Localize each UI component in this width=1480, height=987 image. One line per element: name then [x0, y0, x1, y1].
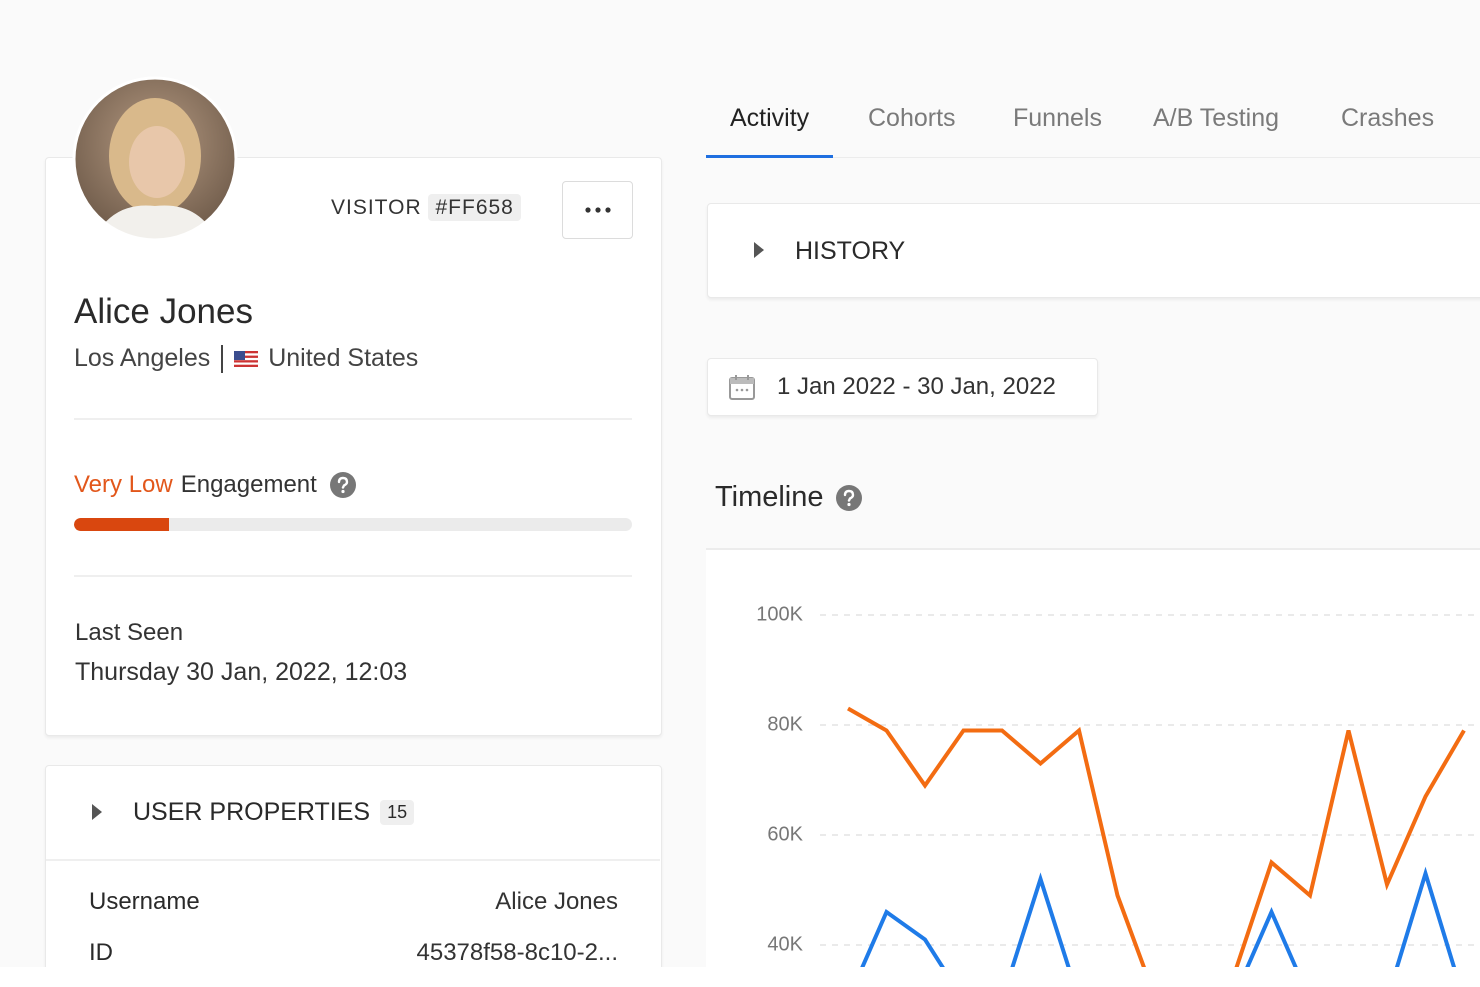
y-tick-label: 60K [767, 823, 803, 845]
timeline-chart: 40K 60K 80K 100K [706, 550, 1480, 967]
date-range: 1 Jan 2022 - 30 Jan, 2022 [777, 373, 1056, 400]
plot [847, 706, 1466, 967]
date-range-button[interactable]: 1 Jan 2022 - 30 Jan, 2022 [707, 358, 1098, 416]
city: Los Angeles [74, 344, 211, 372]
profile-card [45, 157, 662, 736]
divider [46, 859, 660, 861]
more-button[interactable] [562, 181, 633, 239]
help-icon[interactable] [329, 471, 357, 499]
timeline-header: Timeline [715, 481, 863, 514]
user-name: Alice Jones [74, 292, 253, 331]
tab-underline [706, 155, 833, 158]
tab[interactable]: Funnels [1013, 104, 1102, 132]
separator [221, 344, 224, 373]
last-seen-label: Last Seen [75, 619, 184, 646]
engagement-fill [74, 518, 169, 531]
history-title: HISTORY [795, 237, 906, 265]
tabs-divider [706, 157, 1480, 158]
help-icon[interactable] [835, 484, 863, 512]
app: VISITOR #FF658 Alice Jones Los Angeles U… [45, 76, 1480, 967]
tab[interactable]: Activity [730, 104, 810, 132]
y-tick-label: 40K [767, 933, 803, 955]
user-properties-title: USER PROPERTIES [133, 798, 371, 826]
y-tick-label: 100K [756, 603, 803, 625]
property-value: Alice Jones [495, 888, 618, 915]
engagement: Very Low Engagement [74, 471, 357, 499]
tab[interactable]: A/B Testing [1153, 104, 1280, 132]
flag [234, 350, 259, 367]
calendar-icon [729, 375, 755, 400]
engagement-label: Engagement [180, 471, 317, 498]
user-properties-card [45, 765, 662, 967]
expand-arrow [754, 242, 764, 258]
divider [706, 548, 1480, 550]
avatar [72, 76, 238, 242]
engagement-level: Very Low [74, 471, 173, 498]
timeline-title: Timeline [715, 481, 824, 513]
expand-arrow[interactable] [90, 803, 104, 821]
y-tick-label: 80K [767, 713, 803, 735]
user-properties-count: 15 [380, 800, 415, 825]
divider [74, 418, 632, 420]
tab[interactable]: Crashes [1341, 104, 1435, 132]
history-card[interactable] [707, 203, 1480, 298]
country: United States [268, 344, 419, 372]
property-value: 45378f58-8c10-2... [416, 939, 618, 966]
user-properties-header[interactable]: USER PROPERTIES 15 [133, 798, 415, 827]
engagement-track [74, 518, 632, 531]
divider [74, 575, 632, 577]
location: Los Angeles United States [74, 344, 418, 373]
series-line [860, 866, 1457, 967]
visitor-label: VISITOR #FF658 [331, 194, 521, 221]
property-key: ID [89, 939, 113, 966]
property-key: Username [89, 888, 200, 915]
visitor-id: #FF658 [428, 194, 521, 221]
tab[interactable]: Cohorts [868, 104, 956, 132]
last-seen-value: Thursday 30 Jan, 2022, 12:03 [75, 658, 408, 686]
series-line [847, 706, 1466, 967]
more-icon [585, 207, 611, 213]
visitor-label-text: VISITOR [331, 196, 422, 219]
